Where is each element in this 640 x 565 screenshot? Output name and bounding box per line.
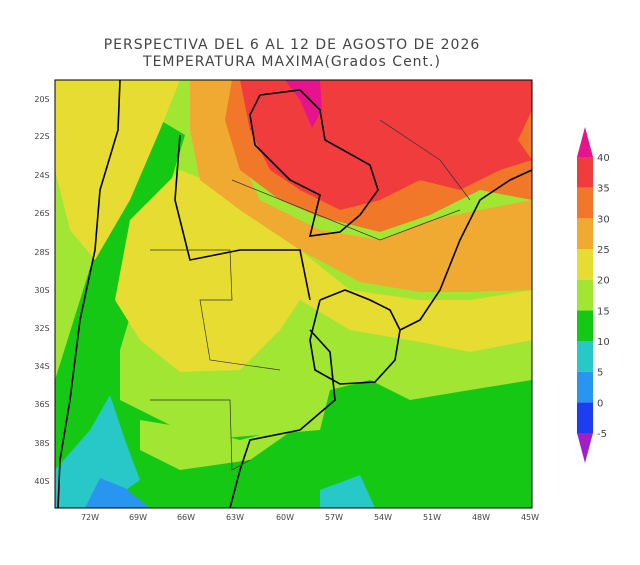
colorbar-label: 35 <box>597 184 610 195</box>
lon-tick: 57W <box>325 513 343 522</box>
colorbar-label: -5 <box>597 429 607 440</box>
lat-tick: 24S <box>34 171 49 180</box>
lat-tick: 34S <box>34 362 49 371</box>
lon-tick: 51W <box>423 513 441 522</box>
lon-tick: 72W <box>81 513 99 522</box>
lon-tick: 63W <box>226 513 244 522</box>
colorbar-min <box>577 433 593 463</box>
colorbar-segment <box>577 279 593 311</box>
lat-tick: 40S <box>34 477 49 486</box>
lon-tick: 69W <box>129 513 147 522</box>
colorbar-segment <box>577 371 593 403</box>
colorbar-segment <box>577 218 593 249</box>
colorbar-label: 30 <box>597 214 610 225</box>
subtitle: TEMPERATURA MAXIMA(Grados Cent.) <box>142 54 441 70</box>
lat-tick: 36S <box>34 400 49 409</box>
colorbar-label: 20 <box>597 276 610 287</box>
lat-tick: 20S <box>34 95 49 104</box>
colorbar-label: 5 <box>597 368 603 379</box>
colorbar-segment <box>577 402 593 433</box>
colorbar-segment <box>577 249 593 280</box>
colorbar-label: 15 <box>597 306 610 317</box>
lat-tick: 26S <box>34 209 49 218</box>
lon-tick: 45W <box>521 513 539 522</box>
lon-tick: 48W <box>472 513 490 522</box>
colorbar-label: 10 <box>597 337 610 348</box>
lon-ticks: 72W 69W 66W 63W 60W 57W 54W 51W 48W 45W <box>81 513 539 522</box>
lon-tick: 60W <box>276 513 294 522</box>
lat-tick: 30S <box>34 286 49 295</box>
colorbar-segment <box>577 157 593 188</box>
map-frame <box>54 79 533 509</box>
lon-tick: 54W <box>374 513 392 522</box>
lat-tick: 28S <box>34 248 49 257</box>
colorbar-label: 0 <box>597 398 603 409</box>
title: PERSPECTIVA DEL 6 AL 12 DE AGOSTO DE 202… <box>104 37 481 53</box>
colorbar-max <box>577 127 593 157</box>
lat-tick: 32S <box>34 324 49 333</box>
colorbar-segment <box>577 341 593 372</box>
colorbar-segment <box>577 310 593 341</box>
colorbar-label: 25 <box>597 245 610 256</box>
lon-tick: 66W <box>177 513 195 522</box>
lat-tick: 38S <box>34 439 49 448</box>
map <box>55 80 532 508</box>
colorbar-label: 40 <box>597 153 610 164</box>
lat-ticks: 20S 22S 24S 26S 28S 30S 32S 34S 36S 38S … <box>34 95 49 486</box>
colorbar-segment <box>577 187 593 219</box>
lat-tick: 22S <box>34 132 49 141</box>
